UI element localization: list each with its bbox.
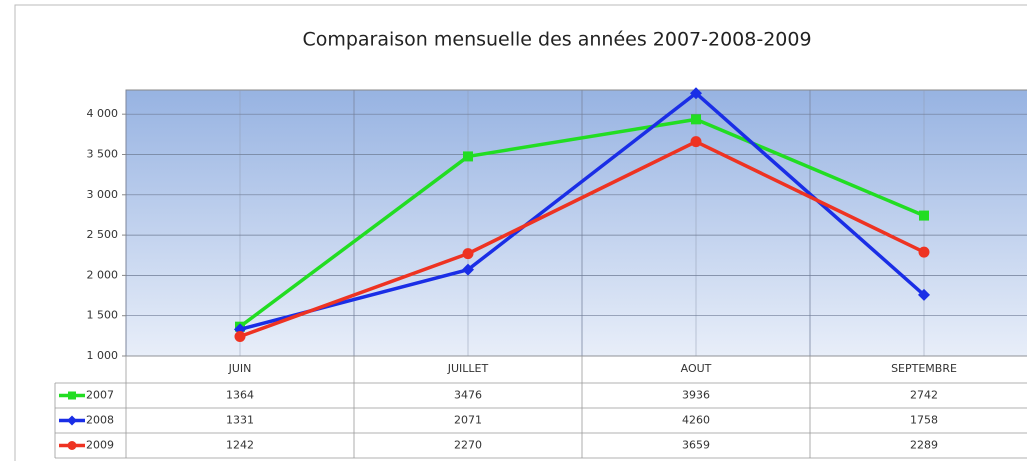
marker [463,151,473,162]
table-value: 1242 [226,439,254,452]
y-tick-label: 1 500 [87,309,119,322]
marker [919,210,929,221]
table-value: 1364 [226,389,254,402]
legend-marker [68,391,76,400]
series-line [238,117,925,329]
x-tick-label: SEPTEMBRE [891,362,957,375]
table-value: 3936 [682,389,710,402]
marker [690,136,702,148]
series-line [239,91,926,332]
marker [462,263,474,276]
legend-label: 2007 [86,389,114,402]
marker [918,288,930,301]
legend-label: 2008 [86,414,114,427]
marker [690,87,702,100]
y-tick-label: 2 000 [87,268,119,281]
y-tick-label: 3 000 [87,188,119,201]
legend-label: 2009 [86,439,114,452]
x-tick-label: AOUT [681,362,712,375]
legend-marker [67,415,77,426]
table-value: 2289 [910,439,938,452]
table-value: 2742 [910,389,938,402]
table-value: 3659 [682,439,710,452]
series-line [239,139,925,339]
marker [918,246,930,258]
y-tick-label: 1 000 [87,349,119,362]
marker [462,248,474,260]
x-tick-label: JUIN [228,362,252,375]
y-tick-label: 4 000 [87,107,119,120]
chart-title: Comparaison mensuelle des années 2007-20… [302,29,811,51]
y-tick-label: 2 500 [87,228,119,241]
marker [691,114,701,125]
table-value: 1758 [910,414,938,427]
table-value: 4260 [682,414,710,427]
marker [234,330,246,342]
y-tick-label: 3 500 [87,147,119,160]
table-value: 1331 [226,414,254,427]
table-value: 2270 [454,439,482,452]
table-value: 2071 [454,414,482,427]
legend-marker [67,441,77,450]
plot-area [125,89,1027,357]
table-value: 3476 [454,389,482,402]
x-tick-label: JUILLET [447,362,489,375]
